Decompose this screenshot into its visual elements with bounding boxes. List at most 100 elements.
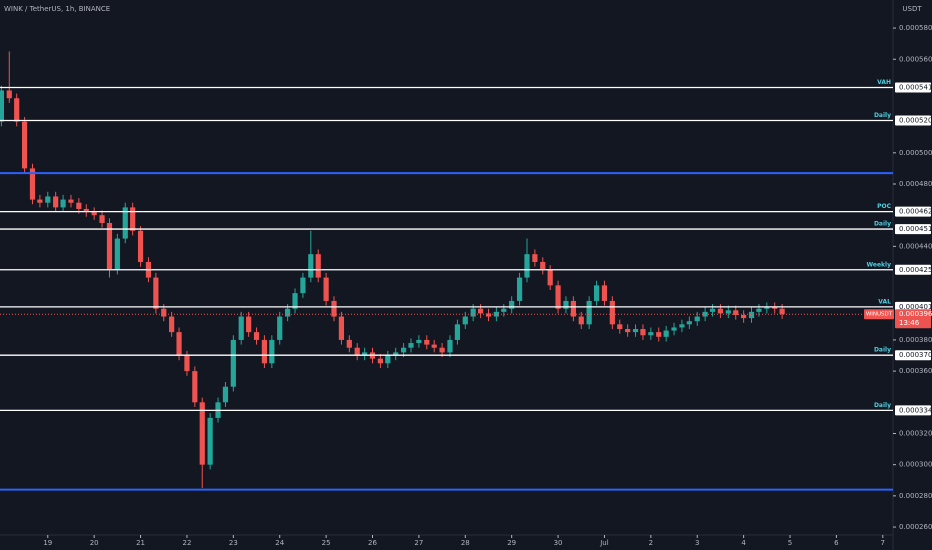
x-tick-label: 6	[834, 539, 839, 547]
x-tick-label: 19	[43, 539, 52, 547]
level-label: POC	[877, 203, 891, 210]
last-price-box	[895, 309, 931, 329]
candle-body	[6, 90, 12, 99]
candle-body	[586, 300, 592, 325]
candle-body	[609, 300, 615, 325]
candle-body	[184, 355, 190, 372]
candle-body	[292, 293, 298, 309]
candle-body	[269, 339, 275, 364]
level-price: 0.0005207	[899, 117, 932, 125]
candle-body	[230, 339, 236, 387]
candle-body	[53, 196, 59, 208]
candle-body	[741, 314, 747, 319]
candle-body	[694, 316, 700, 322]
candle-body	[532, 254, 538, 262]
candle-body	[253, 332, 260, 340]
x-tick-label: 27	[414, 539, 423, 547]
level-price-box	[895, 264, 931, 275]
x-tick-label: 5	[788, 539, 792, 547]
candle-body	[68, 199, 74, 203]
candle-body	[99, 215, 105, 223]
x-tick-label: 3	[695, 539, 699, 547]
level-label: VAH	[877, 79, 891, 86]
candle-body	[192, 371, 198, 403]
x-tick-label: 23	[229, 539, 238, 547]
candle-body	[153, 277, 159, 309]
level-price: 0.0003702	[899, 351, 932, 359]
candle-body	[222, 386, 229, 403]
candle-body	[0, 90, 4, 122]
candle-body	[733, 310, 739, 315]
candle-body	[315, 254, 321, 278]
candle-body	[277, 316, 283, 340]
candle-body	[756, 308, 762, 312]
candle-body	[516, 277, 523, 301]
candle-body	[617, 324, 623, 330]
candle-body	[400, 347, 407, 353]
x-tick-label: 29	[507, 539, 516, 547]
candle-body	[122, 207, 128, 239]
candle-body	[83, 208, 89, 213]
x-tick-label: 30	[554, 539, 563, 547]
candle-body	[29, 168, 36, 200]
x-tick-label: 26	[368, 539, 377, 547]
candle-body	[199, 402, 205, 465]
candle-body	[354, 347, 360, 356]
candle-body	[671, 327, 677, 331]
x-tick-label: 21	[136, 539, 145, 547]
x-tick-label: 28	[461, 539, 470, 547]
candle-body	[346, 339, 352, 348]
candle-body	[717, 308, 724, 314]
candle-body	[748, 311, 755, 319]
x-tick-label: 25	[322, 539, 331, 547]
candle-body	[424, 339, 430, 345]
level-price-box	[895, 350, 931, 361]
candle-body	[362, 352, 368, 356]
candle-body	[764, 307, 770, 309]
plot	[0, 51, 785, 489]
candle-body	[246, 316, 252, 333]
candle-body	[477, 308, 484, 314]
candle-body	[161, 308, 167, 317]
candle-body	[21, 121, 28, 169]
candle-body	[563, 300, 569, 309]
candle-body	[130, 207, 136, 231]
candle-body	[393, 352, 399, 356]
candle-body	[601, 285, 608, 301]
x-tick-label: 20	[90, 539, 99, 547]
level-price: 0.0005419	[899, 83, 932, 91]
candle-body	[285, 308, 291, 317]
candle-body	[555, 285, 561, 309]
candle-body	[570, 300, 576, 317]
candle-body	[540, 261, 546, 270]
candle-body	[485, 313, 492, 317]
level-price-box	[895, 224, 931, 235]
x-tick-label: 7	[881, 539, 885, 547]
candle-body	[416, 339, 422, 344]
level-label: Daily	[874, 347, 891, 354]
candle-body	[725, 310, 731, 314]
candle-body	[338, 316, 345, 340]
level-price-box	[895, 115, 931, 126]
level-price-box	[895, 82, 931, 93]
candle-body	[37, 199, 43, 203]
candle-body	[578, 316, 584, 325]
candle-body	[91, 212, 97, 216]
candle-body	[779, 308, 785, 315]
last-symbol-box	[864, 309, 894, 320]
x-tick-label: 24	[275, 539, 284, 547]
candle-body	[60, 199, 66, 208]
candle-body	[547, 269, 553, 286]
candle-body	[300, 277, 306, 294]
candle-body	[207, 417, 213, 465]
last-price: 0.0003965	[899, 310, 932, 318]
candle-body	[238, 316, 244, 340]
level-price: 0.0004012	[899, 303, 932, 311]
